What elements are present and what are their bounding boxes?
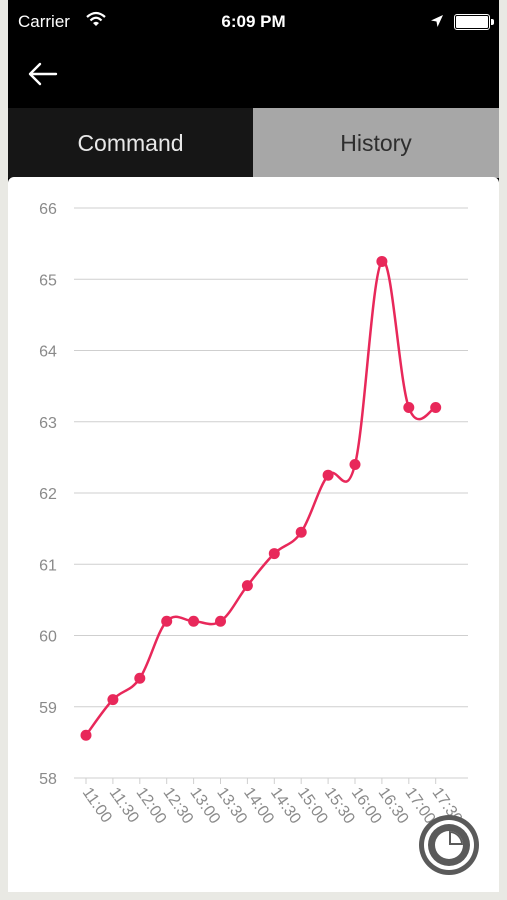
y-tick-label: 65 <box>39 272 57 289</box>
data-point <box>80 729 92 741</box>
nav-bar <box>8 46 499 108</box>
data-point <box>403 402 415 413</box>
battery-icon <box>454 14 494 30</box>
data-point <box>322 469 334 481</box>
tab-history[interactable]: History <box>253 108 499 178</box>
phone-frame: Carrier 6:09 PM Command History 58 59 60 61… <box>8 0 499 892</box>
data-point <box>241 580 253 592</box>
tab-bar: Command History <box>8 108 499 178</box>
chart-card: 58 59 60 61 62 63 64 65 66 11:00 11:30 12:00 12:30 13… <box>8 177 499 892</box>
y-tick-label: 62 <box>39 486 57 503</box>
y-tick-label: 64 <box>39 344 57 361</box>
chart-type-button[interactable] <box>418 814 480 876</box>
carrier-label: Carrier <box>18 12 70 31</box>
tab-command[interactable]: Command <box>8 108 253 178</box>
data-point <box>134 672 146 684</box>
status-bar: Carrier 6:09 PM <box>8 0 499 46</box>
history-line-chart: 58596061626364656611:0011:3012:0012:3013… <box>39 201 468 827</box>
arrow-left-icon <box>28 62 58 86</box>
back-button[interactable] <box>26 56 66 92</box>
data-point <box>376 255 388 267</box>
data-point <box>349 459 361 470</box>
y-tick-label: 60 <box>39 629 57 646</box>
wifi-icon <box>86 11 106 32</box>
data-point <box>161 615 173 627</box>
y-tick-label: 61 <box>39 557 57 574</box>
y-tick-label: 66 <box>39 201 57 218</box>
series-line <box>85 260 437 737</box>
data-point <box>268 548 280 560</box>
y-tick-label: 63 <box>39 415 57 432</box>
y-tick-label: 58 <box>39 771 57 788</box>
data-point <box>107 694 119 706</box>
clock-time: 6:09 PM <box>221 12 286 31</box>
data-point <box>215 615 226 627</box>
data-point <box>430 402 442 413</box>
pie-chart-icon <box>419 815 479 875</box>
data-point <box>188 615 200 627</box>
data-point <box>295 526 307 538</box>
location-arrow-icon <box>430 13 444 33</box>
y-tick-label: 59 <box>39 700 57 717</box>
